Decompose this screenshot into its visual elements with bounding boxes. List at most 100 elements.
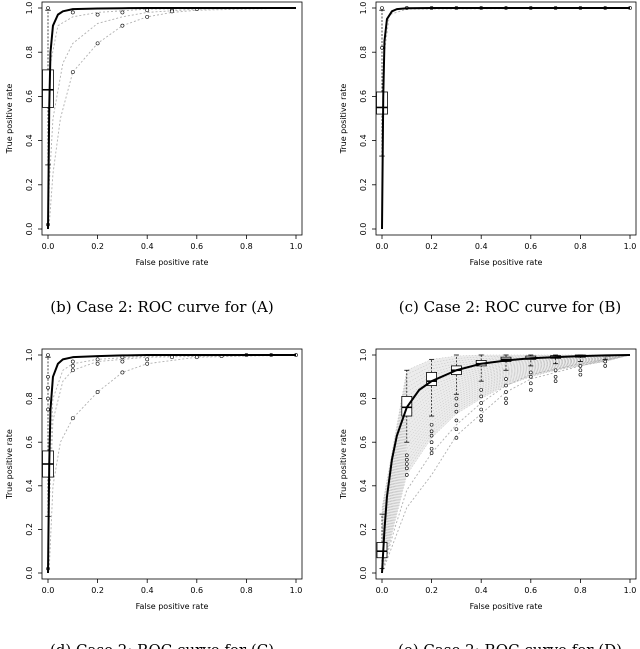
x-tick-label: 0.0 <box>42 586 55 595</box>
box-outlier <box>405 454 408 457</box>
box-outlier <box>505 397 508 400</box>
box-outlier <box>554 369 557 372</box>
box-outlier <box>529 382 532 385</box>
box-outlier <box>405 463 408 466</box>
box-outlier <box>405 467 408 470</box>
box-outlier <box>455 397 458 400</box>
roc-curve-mean <box>382 8 630 229</box>
data-point <box>146 358 149 361</box>
x-tick-label: 0.8 <box>240 242 253 251</box>
y-tick-label: 0.0 <box>359 223 368 236</box>
x-tick-label: 1.0 <box>290 242 303 251</box>
x-tick-label: 0.0 <box>42 242 55 251</box>
x-tick-label: 0.0 <box>376 242 389 251</box>
chart-c: 0.0 0.2 0.4 0.6 0.8 1.0 0.0 0.2 0.4 0.6 0.8 1.0 Fals… <box>339 2 636 316</box>
figure-caption: (e) Case 2: ROC curve for (D) <box>398 641 622 649</box>
y-tick-label: 1.0 <box>25 2 34 15</box>
x-tick-label: 0.0 <box>376 586 389 595</box>
box-outlier <box>455 404 458 407</box>
y-tick-label: 0.4 <box>359 134 368 147</box>
x-tick-label: 0.2 <box>425 586 438 595</box>
box-outlier <box>455 410 458 413</box>
y-tick-label: 0.8 <box>359 46 368 59</box>
box-outlier <box>604 360 607 363</box>
data-point <box>96 42 99 45</box>
y-axis-label: True positive rate <box>5 84 14 155</box>
box-outlier <box>579 369 582 372</box>
y-tick-label: 1.0 <box>359 2 368 15</box>
y-tick-label: 0.0 <box>359 567 368 580</box>
figure-caption: (b) Case 2: ROC curve for (A) <box>50 298 273 316</box>
y-tick-label: 0.2 <box>359 178 368 191</box>
box-outlier <box>430 434 433 437</box>
data-point <box>195 356 198 359</box>
x-tick-label: 0.8 <box>574 242 587 251</box>
y-axis-label: True positive rate <box>339 84 348 155</box>
x-axis-label: False positive rate <box>136 258 209 267</box>
y-tick-label: 1.0 <box>359 349 368 362</box>
data-point <box>146 15 149 18</box>
y-tick-label: 0.0 <box>25 223 34 236</box>
band-region <box>382 355 630 573</box>
x-tick-label: 0.6 <box>524 586 537 595</box>
box-outlier <box>47 408 50 411</box>
box-outlier <box>47 386 50 389</box>
y-tick-label: 0.4 <box>359 479 368 492</box>
data-point <box>170 10 173 13</box>
box-outlier <box>47 7 50 10</box>
data-point <box>71 369 74 372</box>
box-outlier <box>480 415 483 418</box>
x-tick-label: 1.0 <box>624 242 637 251</box>
box-outlier <box>604 364 607 367</box>
data-point <box>96 362 99 365</box>
y-tick-label: 0.2 <box>25 523 34 536</box>
roc-curve-light <box>48 355 296 573</box>
y-tick-label: 0.6 <box>25 436 34 449</box>
roc-curve-light <box>48 8 296 229</box>
box-outlier <box>505 384 508 387</box>
plot-frame <box>42 349 302 579</box>
x-tick-label: 0.8 <box>574 586 587 595</box>
box-outlier <box>480 395 483 398</box>
chart-e: 0.0 0.2 0.4 0.6 0.8 1.0 0.0 0.2 0.4 0.6 0.8 1.0 Fals… <box>339 349 636 649</box>
roc-curve-light <box>382 8 630 229</box>
x-tick-label: 0.6 <box>190 586 203 595</box>
box-outlier <box>430 430 433 433</box>
box-outlier <box>405 473 408 476</box>
x-tick-label: 0.2 <box>91 242 104 251</box>
roc-curve-mean <box>48 8 296 229</box>
roc-curve-light <box>48 355 296 573</box>
data-point <box>71 364 74 367</box>
x-tick-label: 0.6 <box>524 242 537 251</box>
data-point <box>170 356 173 359</box>
x-tick-label: 0.4 <box>141 242 154 251</box>
box-outlier <box>505 377 508 380</box>
box-outlier <box>381 7 384 10</box>
box-iqr <box>377 92 388 114</box>
chart-b: 0.0 0.2 0.4 0.6 0.8 1.0 0.0 0.2 0.4 0.6 0.8 1.0 Fals… <box>5 2 302 316</box>
box-outlier <box>405 458 408 461</box>
box-outlier <box>430 423 433 426</box>
data-point <box>121 11 124 14</box>
data-point <box>71 360 74 363</box>
x-tick-label: 0.8 <box>240 586 253 595</box>
y-tick-label: 0.4 <box>25 134 34 147</box>
box-outlier <box>554 375 557 378</box>
box-outlier <box>455 428 458 431</box>
figure-caption: (c) Case 2: ROC curve for (B) <box>399 298 621 316</box>
box-outlier <box>480 388 483 391</box>
x-tick-label: 0.6 <box>190 242 203 251</box>
y-tick-label: 0.2 <box>25 178 34 191</box>
box-outlier <box>455 436 458 439</box>
box-outlier <box>579 364 582 367</box>
data-point <box>146 362 149 365</box>
box-outlier <box>47 375 50 378</box>
x-axis-label: False positive rate <box>136 602 209 611</box>
y-tick-label: 0.0 <box>25 567 34 580</box>
y-tick-label: 0.6 <box>359 90 368 103</box>
figure-caption: (d) Case 2: ROC curve for (C) <box>50 641 274 649</box>
box-outlier <box>381 46 384 49</box>
y-axis-label: True positive rate <box>339 429 348 500</box>
data-point <box>96 13 99 16</box>
